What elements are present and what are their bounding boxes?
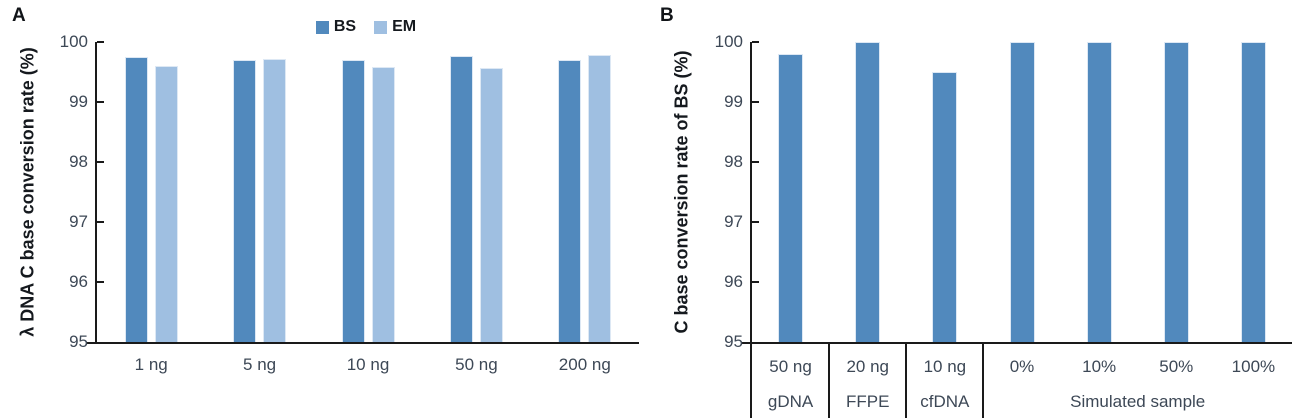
y-axis-tick-label: 95	[724, 332, 743, 351]
bar-em-50-ng	[479, 67, 503, 342]
y-axis-tick	[752, 161, 759, 163]
bar-bs-50-	[1163, 42, 1189, 342]
category-label-top: 50%	[1159, 357, 1194, 376]
bar-bs-10-	[1086, 42, 1112, 342]
bar-bs-10-ng	[341, 60, 365, 342]
bar-bs-5-ng	[233, 60, 257, 342]
category-label-bottom: cfDNA	[920, 392, 970, 411]
category-table-divider	[905, 342, 908, 418]
bar-bs-10-ng-cfDNA	[932, 72, 958, 342]
y-axis-tick	[97, 221, 104, 223]
y-axis-tick-label: 96	[724, 272, 743, 291]
category-label-bottom: gDNA	[767, 392, 814, 411]
x-axis-label: 50 ng	[455, 355, 498, 374]
category-label-top: 20 ng	[846, 357, 889, 376]
y-axis-tick-label: 95	[69, 332, 88, 351]
y-axis-tick-label: 96	[69, 272, 88, 291]
x-axis-label: 200 ng	[558, 355, 611, 374]
legend-label: BS	[333, 18, 357, 35]
y-axis-tick-label: 97	[69, 212, 88, 231]
bar-em-200-ng	[588, 54, 612, 342]
panel-b-plot-area: 95 96 97 98 99 100	[715, 33, 1292, 351]
bar-bs-100-	[1240, 42, 1266, 342]
panel-b: B C base conversion rate of BS (%) 95 96 9…	[648, 0, 1295, 418]
legend-item-em: EM	[374, 18, 416, 36]
x-axis-label: 5 ng	[243, 355, 277, 374]
panel-a-legend: BS EM	[95, 18, 637, 36]
panel-a-letter: A	[12, 5, 26, 26]
y-axis-tick-label: 98	[69, 152, 88, 171]
category-label-top: 10%	[1082, 357, 1117, 376]
y-axis-tick-label: 100	[714, 32, 743, 51]
category-label-bottom: FFPE	[845, 392, 890, 411]
category-label-top: 50 ng	[769, 357, 812, 376]
panel-a-axis-tail	[87, 342, 97, 344]
x-axis-label: 10 ng	[346, 355, 390, 374]
panel-b-y-axis-title: C base conversion rate of BS (%)	[671, 50, 692, 334]
y-axis-tick-label: 100	[59, 32, 88, 51]
legend-label: EM	[392, 18, 417, 35]
panel-b-axis-tail	[742, 342, 752, 344]
panel-b-category-table: 50 ng 20 ng 10 ng 0% 10% 50% 100% gDNA FFPE cfDNA…	[750, 342, 1292, 418]
bar-em-10-ng	[371, 67, 395, 342]
y-axis-tick	[752, 41, 759, 43]
y-axis-tick-label: 99	[724, 92, 743, 111]
bar-em-1-ng	[154, 66, 178, 342]
y-axis-tick-label: 99	[69, 92, 88, 111]
bar-bs-1-ng	[124, 57, 148, 342]
y-axis-tick	[97, 161, 104, 163]
category-table-divider	[828, 342, 831, 418]
panel-a-y-axis-title: λ DNA C base conversion rate (%)	[17, 47, 38, 337]
y-axis-tick	[97, 101, 104, 103]
legend-item-bs: BS	[315, 18, 357, 36]
category-label-top: 0%	[1009, 357, 1035, 376]
category-label-top: 10 ng	[923, 357, 967, 376]
bar-bs-50-ng	[449, 55, 473, 342]
bar-em-5-ng	[263, 58, 287, 342]
category-label-bottom: Simulated sample	[1070, 392, 1206, 411]
y-axis-tick	[97, 41, 104, 43]
legend-swatch-em	[374, 20, 388, 34]
y-axis-tick	[97, 281, 104, 283]
bar-bs-0-	[1009, 42, 1035, 342]
y-axis-tick	[752, 101, 759, 103]
panel-a: A λ DNA C base conversion rate (%) BS EM …	[0, 0, 647, 418]
bar-bs-20-ng-FFPE	[855, 42, 881, 342]
legend-swatch-bs	[315, 20, 329, 34]
bar-bs-50-ng-gDNA	[778, 54, 804, 342]
panel-a-plot-area: 95 96 97 98 99 100 1 ng 5 ng 10 ng 50 ng 200 ng	[60, 33, 639, 374]
category-label-top: 100%	[1231, 357, 1276, 376]
category-table-divider	[982, 342, 985, 418]
y-axis-tick-label: 98	[724, 152, 743, 171]
panel-b-letter: B	[660, 5, 674, 26]
y-axis-tick	[752, 221, 759, 223]
y-axis-tick	[752, 281, 759, 283]
bar-bs-200-ng	[558, 60, 582, 342]
x-axis-label: 1 ng	[134, 355, 168, 374]
y-axis-tick-label: 97	[724, 212, 743, 231]
